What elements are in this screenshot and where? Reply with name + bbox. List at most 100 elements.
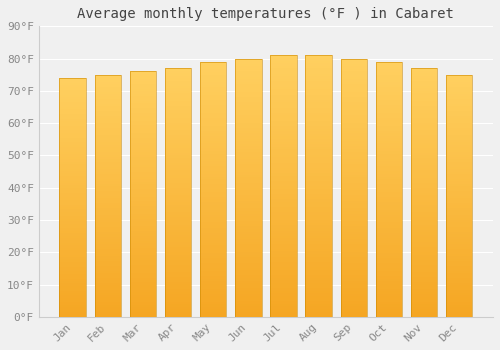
Bar [376, 268, 402, 271]
Bar [200, 223, 226, 225]
Bar [376, 223, 402, 225]
Bar [94, 213, 121, 215]
Bar [165, 232, 191, 235]
Bar [270, 92, 296, 94]
Bar [376, 225, 402, 228]
Bar [200, 184, 226, 187]
Bar [376, 256, 402, 258]
Bar [130, 140, 156, 142]
Bar [60, 131, 86, 133]
Bar [235, 100, 262, 103]
Bar [446, 259, 472, 261]
Bar [94, 116, 121, 118]
Bar [306, 251, 332, 254]
Bar [200, 220, 226, 223]
Bar [235, 288, 262, 291]
Bar [130, 309, 156, 312]
Bar [411, 208, 438, 210]
Bar [60, 250, 86, 252]
Bar [376, 230, 402, 233]
Bar [376, 159, 402, 161]
Bar [94, 145, 121, 147]
Bar [306, 63, 332, 66]
Bar [130, 76, 156, 79]
Bar [340, 97, 367, 100]
Bar [270, 105, 296, 108]
Bar [306, 128, 332, 131]
Bar [235, 190, 262, 193]
Bar [60, 219, 86, 221]
Bar [306, 173, 332, 176]
Bar [165, 292, 191, 294]
Bar [235, 281, 262, 283]
Bar [200, 148, 226, 151]
Bar [270, 126, 296, 128]
Bar [376, 161, 402, 164]
Bar [446, 208, 472, 210]
Bar [270, 110, 296, 113]
Bar [235, 221, 262, 224]
Bar [200, 294, 226, 296]
Bar [165, 170, 191, 173]
Bar [60, 114, 86, 116]
Bar [200, 174, 226, 176]
Bar [306, 126, 332, 128]
Bar [411, 173, 438, 175]
Bar [94, 160, 121, 162]
Bar [130, 263, 156, 265]
Bar [130, 280, 156, 282]
Bar [200, 110, 226, 113]
Bar [235, 296, 262, 299]
Bar [235, 146, 262, 149]
Bar [340, 234, 367, 237]
Bar [165, 299, 191, 302]
Bar [411, 225, 438, 227]
Bar [306, 162, 332, 165]
Bar [270, 170, 296, 173]
Bar [270, 128, 296, 131]
Bar [130, 138, 156, 140]
Bar [60, 195, 86, 197]
Bar [200, 113, 226, 116]
Bar [270, 286, 296, 288]
Bar [200, 235, 226, 238]
Bar [60, 90, 86, 92]
Bar [340, 265, 367, 268]
Bar [60, 159, 86, 162]
Bar [235, 206, 262, 208]
Bar [60, 121, 86, 123]
Bar [235, 219, 262, 221]
Bar [165, 160, 191, 163]
Bar [235, 237, 262, 239]
Bar [200, 284, 226, 286]
Bar [340, 203, 367, 206]
Bar [306, 160, 332, 162]
Bar [235, 136, 262, 139]
Bar [235, 203, 262, 206]
Bar [94, 314, 121, 317]
Bar [340, 162, 367, 164]
Bar [94, 222, 121, 225]
Bar [130, 103, 156, 106]
Bar [411, 195, 438, 197]
Bar [60, 78, 86, 80]
Bar [165, 100, 191, 103]
Bar [340, 229, 367, 232]
Bar [340, 105, 367, 108]
Bar [235, 64, 262, 66]
Bar [94, 242, 121, 244]
Bar [200, 133, 226, 136]
Bar [270, 283, 296, 286]
Bar [235, 193, 262, 195]
Bar [94, 276, 121, 278]
Bar [270, 147, 296, 149]
Bar [60, 245, 86, 247]
Bar [270, 74, 296, 76]
Bar [446, 302, 472, 305]
Bar [200, 238, 226, 240]
Bar [165, 314, 191, 317]
Bar [270, 236, 296, 238]
Bar [60, 123, 86, 126]
Bar [200, 268, 226, 271]
Bar [376, 144, 402, 146]
